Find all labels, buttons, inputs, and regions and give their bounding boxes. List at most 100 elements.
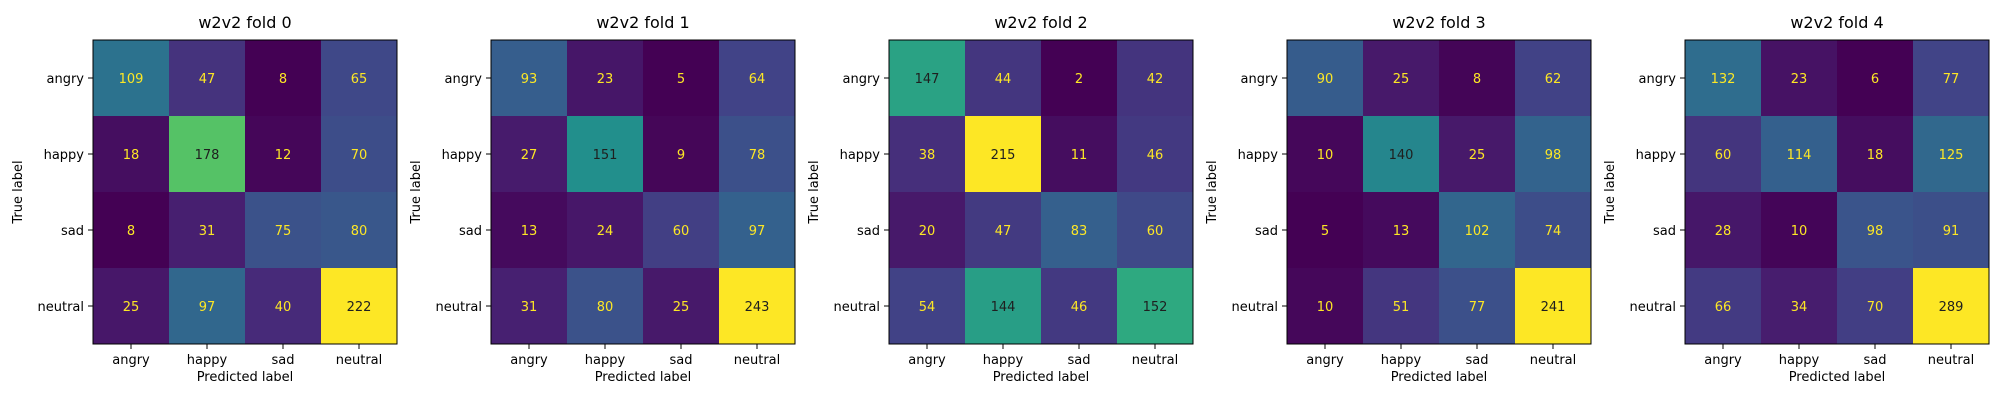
cell-value-label: 109 (119, 72, 144, 87)
cell-value-label: 23 (597, 72, 614, 87)
heatmap-cell (1363, 40, 1439, 116)
x-axis-label: Predicted label (1391, 370, 1488, 385)
cell-value-label: 6 (1871, 72, 1879, 87)
cell-value-label: 125 (1939, 148, 1964, 163)
cell-value-label: 215 (991, 148, 1016, 163)
heatmap-cell (889, 40, 965, 116)
heatmap-cell (719, 40, 795, 116)
x-tick-label: sad (670, 353, 693, 368)
heatmap-cell (567, 116, 643, 192)
plot-frame (888, 39, 1194, 345)
heatmap-cell (1761, 40, 1837, 116)
cell-value-label: 90 (1317, 72, 1334, 87)
heatmap-cell (1363, 116, 1439, 192)
cell-value-label: 25 (673, 300, 690, 315)
chart-title: w2v2 fold 1 (596, 13, 689, 32)
cell-value-label: 10 (1317, 300, 1334, 315)
heatmap-cell (1761, 116, 1837, 192)
heatmap-cell (1439, 40, 1515, 116)
y-tick-label: happy (1238, 148, 1279, 163)
heatmap-cell (245, 268, 321, 344)
heatmap-cell (965, 192, 1041, 268)
cell-value-label: 65 (351, 72, 368, 87)
cell-value-label: 70 (351, 148, 368, 163)
y-axis-label: True label (1205, 160, 1220, 224)
heatmap-cell (567, 268, 643, 344)
heatmap-cell (1117, 268, 1193, 344)
heatmap-cell (567, 40, 643, 116)
heatmap-cell (93, 40, 169, 116)
cell-value-label: 151 (593, 148, 618, 163)
cell-value-label: 13 (521, 224, 538, 239)
cell-value-label: 25 (1469, 148, 1486, 163)
heatmap-cell (1041, 116, 1117, 192)
cell-value-label: 54 (919, 300, 936, 315)
heatmap-cell (1685, 116, 1761, 192)
chart-title: w2v2 fold 3 (1392, 13, 1485, 32)
cell-value-label: 74 (1545, 224, 1562, 239)
heatmap-cell (1685, 40, 1761, 116)
plot-frame (92, 39, 398, 345)
y-axis-label: True label (11, 160, 26, 224)
heatmap-cell (1837, 192, 1913, 268)
heatmap-cell (1287, 192, 1363, 268)
cell-value-label: 12 (275, 148, 292, 163)
cell-value-label: 60 (1147, 224, 1164, 239)
cell-value-label: 8 (1473, 72, 1481, 87)
heatmap-cell (1515, 116, 1591, 192)
heatmap-cell (1117, 40, 1193, 116)
x-tick-label: neutral (336, 353, 383, 368)
y-tick-label: happy (44, 148, 85, 163)
cell-value-label: 147 (915, 72, 940, 87)
heatmap-cell (889, 192, 965, 268)
confusion-matrix-panel: 93 23 5 64 27 151 9 78 13 24 60 97 31 80 25 243 w2v2 fol… (409, 13, 796, 385)
heatmap-cell (491, 192, 567, 268)
heatmap-cell (1913, 192, 1989, 268)
cell-value-label: 93 (521, 72, 538, 87)
x-tick-label: happy (1779, 353, 1820, 368)
cell-value-label: 80 (351, 224, 368, 239)
cell-value-label: 18 (123, 148, 140, 163)
cell-value-label: 8 (279, 72, 287, 87)
cell-value-label: 10 (1317, 148, 1334, 163)
cell-value-label: 80 (597, 300, 614, 315)
y-axis-label: True label (409, 160, 424, 224)
heatmap-cell (719, 116, 795, 192)
cell-value-label: 20 (919, 224, 936, 239)
cell-value-label: 102 (1465, 224, 1490, 239)
heatmap-cell (245, 192, 321, 268)
y-tick-label: neutral (1630, 300, 1677, 315)
cell-value-label: 91 (1943, 224, 1960, 239)
heatmap-cell (643, 40, 719, 116)
x-tick-label: angry (908, 353, 946, 368)
cell-value-label: 178 (195, 148, 220, 163)
cell-value-label: 40 (275, 300, 292, 315)
heatmap-cell (321, 192, 397, 268)
heatmap-cell (169, 40, 245, 116)
heatmap-cell (321, 116, 397, 192)
cell-value-label: 75 (275, 224, 292, 239)
cell-value-label: 5 (1321, 224, 1329, 239)
cell-value-label: 83 (1071, 224, 1088, 239)
y-tick-label: neutral (436, 300, 483, 315)
x-tick-label: neutral (734, 353, 781, 368)
cell-value-label: 18 (1867, 148, 1884, 163)
x-axis-label: Predicted label (993, 370, 1090, 385)
heatmap-cell (643, 192, 719, 268)
heatmap-cell (1761, 192, 1837, 268)
heatmap-cell (1913, 40, 1989, 116)
x-axis-label: Predicted label (1789, 370, 1886, 385)
heatmap-cell (1439, 268, 1515, 344)
cell-value-label: 144 (991, 300, 1016, 315)
heatmap-cell (1837, 116, 1913, 192)
y-tick-label: neutral (834, 300, 881, 315)
heatmap-cell (93, 116, 169, 192)
heatmap-cell (889, 116, 965, 192)
heatmap-cell (169, 192, 245, 268)
heatmap-cell (1837, 40, 1913, 116)
cell-value-label: 31 (521, 300, 538, 315)
cell-value-label: 47 (995, 224, 1012, 239)
heatmap-cell (1287, 40, 1363, 116)
cell-value-label: 62 (1545, 72, 1562, 87)
cell-value-label: 289 (1939, 300, 1964, 315)
